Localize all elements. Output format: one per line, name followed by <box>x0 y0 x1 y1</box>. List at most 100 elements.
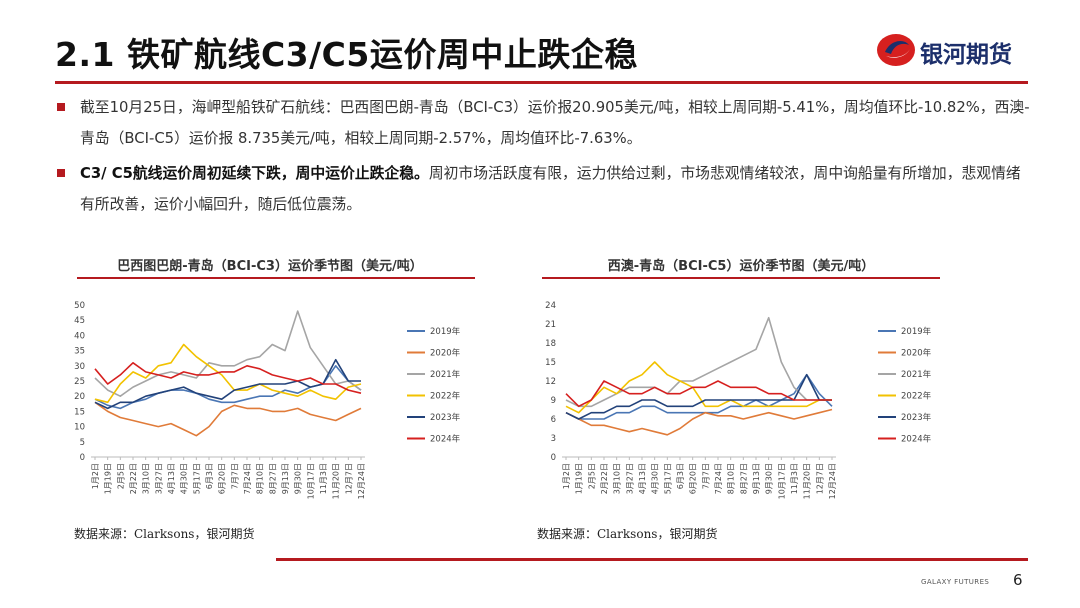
chart-title-underline <box>77 277 475 279</box>
x-tick-label: 8月27日 <box>739 463 748 494</box>
chart-title: 西澳-青岛（BCI-C5）运价季节图（美元/吨） <box>607 259 875 274</box>
x-tick-label: 10月17日 <box>777 463 786 499</box>
x-tick-label: 3月10日 <box>142 463 151 494</box>
chart-plot-svg: 0 5 10 15 20 25 30 35 40 45 50 1月2日 1月19日 2月5日 2月22日 3月… <box>74 301 461 499</box>
x-tick-label: 7月24日 <box>714 463 723 494</box>
x-tick-label: 9月13日 <box>281 463 290 494</box>
x-tick-label: 6月20日 <box>218 463 227 494</box>
x-tick-label: 11月3日 <box>790 463 799 494</box>
x-tick-label: 6月3日 <box>205 463 214 489</box>
series-line <box>565 361 832 414</box>
y-tick-label: 0 <box>551 453 556 463</box>
legend-label: 2022年 <box>901 391 932 402</box>
x-tick-label: 6月3日 <box>676 463 685 489</box>
series-line <box>94 343 362 404</box>
y-tick-label: 3 <box>551 434 556 444</box>
company-logo: 银河期货 <box>876 32 1036 68</box>
legend-label: 2020年 <box>430 348 461 359</box>
y-tick-label: 15 <box>74 407 85 417</box>
bullet-bold-text: C3/ C5航线运价周初延续下跌，周中运价止跌企稳。 <box>80 165 429 182</box>
bullet-item: 截至10月25日，海岬型船铁矿石航线：巴西图巴朗-青岛（BCI-C3）运价报20… <box>57 92 1032 154</box>
y-tick-label: 10 <box>74 423 85 433</box>
x-tick-label: 3月27日 <box>154 463 163 494</box>
x-tick-label: 12月24日 <box>357 463 366 499</box>
x-tick-label: 9月30日 <box>294 463 303 494</box>
chart-plot-svg: 0 3 6 9 12 15 18 21 24 1月2日 1月19日 2月5日 2月22日 3月10日 3月2… <box>545 301 932 499</box>
logo-emblem-icon <box>877 34 915 66</box>
series-line <box>565 316 832 408</box>
chart-title-underline <box>542 277 940 279</box>
y-tick-label: 15 <box>545 358 556 368</box>
legend-label: 2019年 <box>901 326 932 337</box>
x-tick-label: 1月19日 <box>575 463 584 494</box>
series-line <box>94 362 362 394</box>
legend-label: 2021年 <box>901 369 932 380</box>
bullet-marker-icon <box>57 169 65 177</box>
x-tick-label: 4月13日 <box>638 463 647 494</box>
y-tick-label: 0 <box>80 453 85 463</box>
chart-title: 巴西图巴朗-青岛（BCI-C3）运价季节图（美元/吨） <box>117 259 423 274</box>
y-tick-label: 18 <box>545 339 556 349</box>
x-tick-label: 12月24日 <box>828 463 837 499</box>
x-tick-label: 8月27日 <box>268 463 277 494</box>
y-tick-label: 25 <box>74 377 85 387</box>
x-tick-label: 5月17日 <box>663 463 672 494</box>
x-tick-label: 2月22日 <box>129 463 138 494</box>
bullet-text: 截至10月25日，海岬型船铁矿石航线：巴西图巴朗-青岛（BCI-C3）运价报20… <box>80 99 1030 147</box>
bullet-list: 截至10月25日，海岬型船铁矿石航线：巴西图巴朗-青岛（BCI-C3）运价报20… <box>57 92 1032 224</box>
y-tick-label: 50 <box>74 301 85 311</box>
series-line <box>94 310 362 397</box>
y-tick-label: 21 <box>545 320 556 330</box>
x-tick-label: 1月2日 <box>91 463 100 489</box>
y-tick-label: 6 <box>551 415 556 425</box>
x-tick-label: 11月20日 <box>803 463 812 499</box>
x-tick-label: 4月30日 <box>180 463 189 494</box>
x-tick-label: 7月7日 <box>701 463 710 489</box>
x-tick-label: 5月17日 <box>192 463 201 494</box>
footer-brand: GALAXY FUTURES <box>921 578 990 586</box>
x-tick-label: 3月10日 <box>613 463 622 494</box>
x-tick-label: 7月24日 <box>243 463 252 494</box>
series-line <box>565 373 832 420</box>
x-tick-label: 2月5日 <box>116 463 125 489</box>
x-tick-label: 11月20日 <box>332 463 341 499</box>
x-tick-label: 2月22日 <box>600 463 609 494</box>
title-divider <box>55 81 1028 84</box>
x-tick-label: 1月19日 <box>104 463 113 494</box>
y-tick-label: 45 <box>74 316 85 326</box>
x-tick-label: 1月2日 <box>562 463 571 489</box>
x-tick-label: 2月5日 <box>587 463 596 489</box>
y-tick-label: 20 <box>74 392 85 402</box>
series-line <box>565 380 832 408</box>
x-tick-label: 9月13日 <box>752 463 761 494</box>
legend-label: 2024年 <box>430 434 461 445</box>
data-source-right: 数据来源：Clarksons，银河期货 <box>537 527 718 541</box>
x-tick-label: 12月7日 <box>344 463 353 494</box>
y-tick-label: 40 <box>74 331 85 341</box>
x-tick-label: 11月3日 <box>319 463 328 494</box>
bullet-text: 周初市场活跃度有限，运力供给过剩，市场悲观情绪较浓，周中询船量有所增加，悲观情绪… <box>80 165 1021 213</box>
x-tick-label: 6月20日 <box>689 463 698 494</box>
x-tick-label: 7月7日 <box>230 463 239 489</box>
footer-divider <box>276 558 1028 561</box>
legend-label: 2019年 <box>430 326 461 337</box>
y-tick-label: 30 <box>74 362 85 372</box>
series-line <box>94 401 362 437</box>
y-tick-label: 5 <box>80 438 85 448</box>
x-tick-label: 3月27日 <box>625 463 634 494</box>
y-tick-label: 35 <box>74 347 85 357</box>
y-tick-label: 12 <box>545 377 556 387</box>
x-tick-label: 9月30日 <box>765 463 774 494</box>
legend-label: 2020年 <box>901 348 932 359</box>
legend-label: 2024年 <box>901 434 932 445</box>
series-line <box>94 358 361 410</box>
page-number: 6 <box>1013 571 1023 589</box>
x-tick-label: 8月10日 <box>727 463 736 494</box>
legend-label: 2023年 <box>901 412 932 423</box>
y-tick-label: 24 <box>545 301 556 311</box>
series-line <box>565 408 833 436</box>
bci-c5-seasonal-chart: 西澳-青岛（BCI-C5）运价季节图（美元/吨） 0 3 6 9 12 15 18 21 24 1… <box>536 255 946 499</box>
x-tick-label: 12月7日 <box>815 463 824 494</box>
bullet-item: C3/ C5航线运价周初延续下跌，周中运价止跌企稳。周初市场活跃度有限，运力供给… <box>57 158 1032 220</box>
legend-label: 2022年 <box>430 391 461 402</box>
